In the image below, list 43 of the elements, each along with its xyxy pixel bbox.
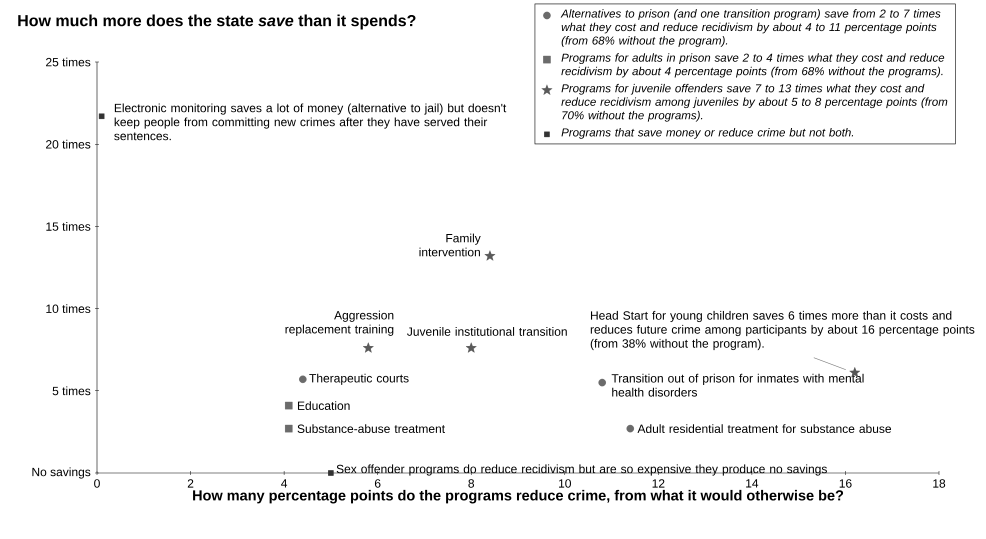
annotation: Education <box>298 401 350 410</box>
annotation: Electronic monitoring saves a lot of money (alternative to jail) but doesn't keep people from committing new crimes after they have served their sentences. <box>114 103 506 140</box>
point <box>98 113 104 120</box>
y-tick-label: No savings <box>32 467 90 479</box>
point <box>328 470 334 476</box>
annotation: Juvenile institutional transition <box>407 327 567 336</box>
annotation: Transition out of prison for inmates with mental health disorders <box>612 374 864 397</box>
x-tick-label: 10 <box>559 479 571 488</box>
y-tick-label: 25 times <box>46 58 90 66</box>
point <box>362 342 374 353</box>
x-tick-label: 4 <box>281 479 288 488</box>
annotation: Family intervention <box>419 234 481 256</box>
point <box>284 424 293 432</box>
legend-label: Alternatives to prison (and one transition program) save from 2 to 7 times what they cost and reduce recidivism by about 4 to 11 percentage points (from 68% without the program). <box>560 9 940 47</box>
legend-label: Programs that save money or reduce crime but not both. <box>562 128 854 139</box>
x-tick-label: 12 <box>652 479 664 488</box>
annotation: Aggression replacement training <box>286 310 394 336</box>
x-tick-label: 6 <box>374 479 380 488</box>
y-tick-label: 10 times <box>46 304 90 313</box>
y-tick-label: 20 times <box>46 140 90 149</box>
x-axis-title: How many percentage points do the programs reduce crime, from what it would otherwise be? <box>193 490 844 504</box>
point <box>626 424 634 432</box>
legend-label: Programs for juvenile offenders save 7 to 13 times what they cost and reduce recidivism among juveniles by about 5 to 8 percentage points (from 70% without the programs). <box>561 84 948 122</box>
annotation: Adult residential treatment for substance abuse <box>637 424 892 434</box>
x-tick-label: 8 <box>468 479 474 488</box>
x-tick-label: 14 <box>746 479 758 488</box>
x-tick-label: 2 <box>188 479 194 488</box>
annotation: Head Start for young children saves 6 times more than it costs and reduces future crime among participants by about 16 percentage points (from 38% without the program). <box>590 310 974 350</box>
point <box>598 378 606 386</box>
y-tick-label: 15 times <box>46 222 90 231</box>
x-tick-label: 16 <box>840 479 852 488</box>
annotation: Substance-abuse treatment <box>298 424 445 434</box>
annotation: Therapeutic courts <box>309 374 409 385</box>
y-tick-label: 5 times <box>52 386 90 396</box>
point <box>299 375 307 384</box>
point <box>484 250 496 261</box>
x-tick-label: 18 <box>933 479 946 488</box>
x-tick-label: 0 <box>94 479 100 488</box>
annotation: Sex offender programs do reduce recidivism but are so expensive they produce no savings <box>336 464 827 476</box>
point <box>466 342 477 353</box>
legend-label: Programs for adults in prison save 2 to 4 times what they cost and reduce recidivism by about 4 percentage points (from 68% without the programs). <box>561 53 944 78</box>
point <box>284 402 293 410</box>
chart-title: How much more does the state save than it spends? <box>18 14 416 30</box>
